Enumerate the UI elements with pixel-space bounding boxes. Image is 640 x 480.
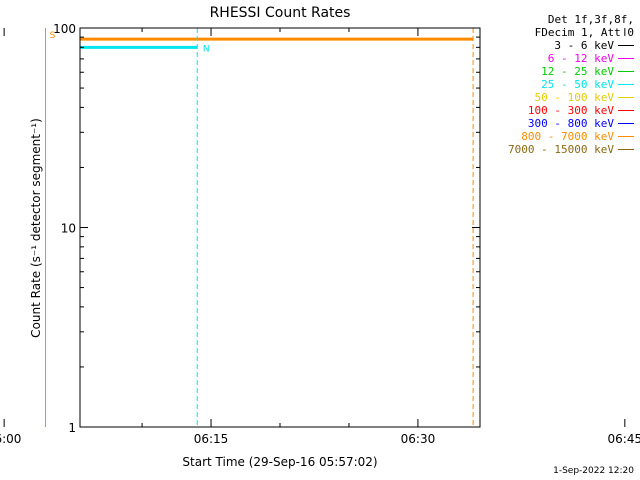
- legend-entry-label: 50 - 100 keV: [534, 91, 614, 104]
- legend-entry-label: 3 - 6 keV: [554, 39, 614, 52]
- legend-header-detectors: Det 1f,3f,8f,: [547, 13, 634, 26]
- legend-entry: 6 - 12 keV: [484, 52, 634, 65]
- plot-frame: [79, 27, 481, 428]
- x-axis-label: Start Time (29-Sep-16 05:57:02): [182, 455, 377, 469]
- legend-entry-label: 300 - 800 keV: [527, 117, 614, 130]
- legend-swatch: [618, 97, 634, 98]
- legend-entry: 50 - 100 keV: [484, 91, 634, 104]
- series-6-12-kev-segment-1: [479, 173, 480, 181]
- legend-entry: 3 - 6 keV: [484, 39, 634, 52]
- series-12-25-kev-segment-1: [479, 317, 480, 323]
- legend-entry: 25 - 50 keV: [484, 78, 634, 91]
- series-100-300-kev-segment-1: [479, 167, 480, 171]
- legend-entry-label: 6 - 12 keV: [547, 52, 614, 65]
- legend-entry: 800 - 7000 keV: [484, 130, 634, 143]
- x-tick-label: 06:30: [401, 432, 436, 446]
- legend-swatch: [618, 45, 634, 46]
- series-800-7000-kev-segment-1: [479, 242, 480, 248]
- y-axis-label: Count Rate (s⁻¹ detector segment⁻¹): [29, 118, 43, 338]
- series-300-800-kev-segment-1: [479, 209, 480, 216]
- legend-entry: 300 - 800 keV: [484, 117, 634, 130]
- data-layer: [0, 133, 480, 412]
- legend-header-decimation: FDecim 1, Att 0: [534, 26, 634, 39]
- legend: Det 1f,3f,8f, FDecim 1, Att 0 3 - 6 keV 6…: [484, 13, 634, 156]
- axis-layer: 06:0006:1506:3006:4507:0007:1507:3011010…: [0, 22, 640, 446]
- annotation-label-n: N: [203, 44, 210, 54]
- legend-swatch: [618, 58, 634, 59]
- legend-entry-label: 800 - 7000 keV: [521, 130, 614, 143]
- legend-entry-label: 25 - 50 keV: [541, 78, 614, 91]
- legend-entry-label: 12 - 25 keV: [541, 65, 614, 78]
- annotation-label-s: S: [50, 31, 56, 41]
- legend-entry: 12 - 25 keV: [484, 65, 634, 78]
- legend-swatch: [618, 110, 634, 111]
- y-tick-label: 10: [61, 222, 76, 236]
- annotation-layer: SN: [45, 28, 474, 427]
- legend-swatch: [618, 84, 634, 85]
- render-timestamp: 1-Sep-2022 12:20: [553, 466, 634, 476]
- legend-entry: 100 - 300 keV: [484, 104, 634, 117]
- legend-entry-label: 7000 - 15000 keV: [508, 143, 614, 156]
- legend-entry: 7000 - 15000 keV: [484, 143, 634, 156]
- series-25-50-kev-segment-1: [479, 273, 480, 275]
- y-tick-label: 1: [68, 421, 76, 435]
- legend-swatch: [618, 71, 634, 72]
- series-12-25-kev-segment-0: [0, 358, 45, 412]
- legend-swatch: [618, 149, 634, 150]
- legend-entry-label: 100 - 300 keV: [527, 104, 614, 117]
- x-tick-label: 06:45: [608, 432, 640, 446]
- x-tick-label: 06:15: [194, 432, 229, 446]
- x-tick-label: 06:00: [0, 432, 21, 446]
- y-tick-label: 100: [53, 22, 76, 36]
- legend-swatch: [618, 123, 634, 124]
- chart-title: RHESSI Count Rates: [210, 5, 351, 21]
- legend-swatch: [618, 136, 634, 137]
